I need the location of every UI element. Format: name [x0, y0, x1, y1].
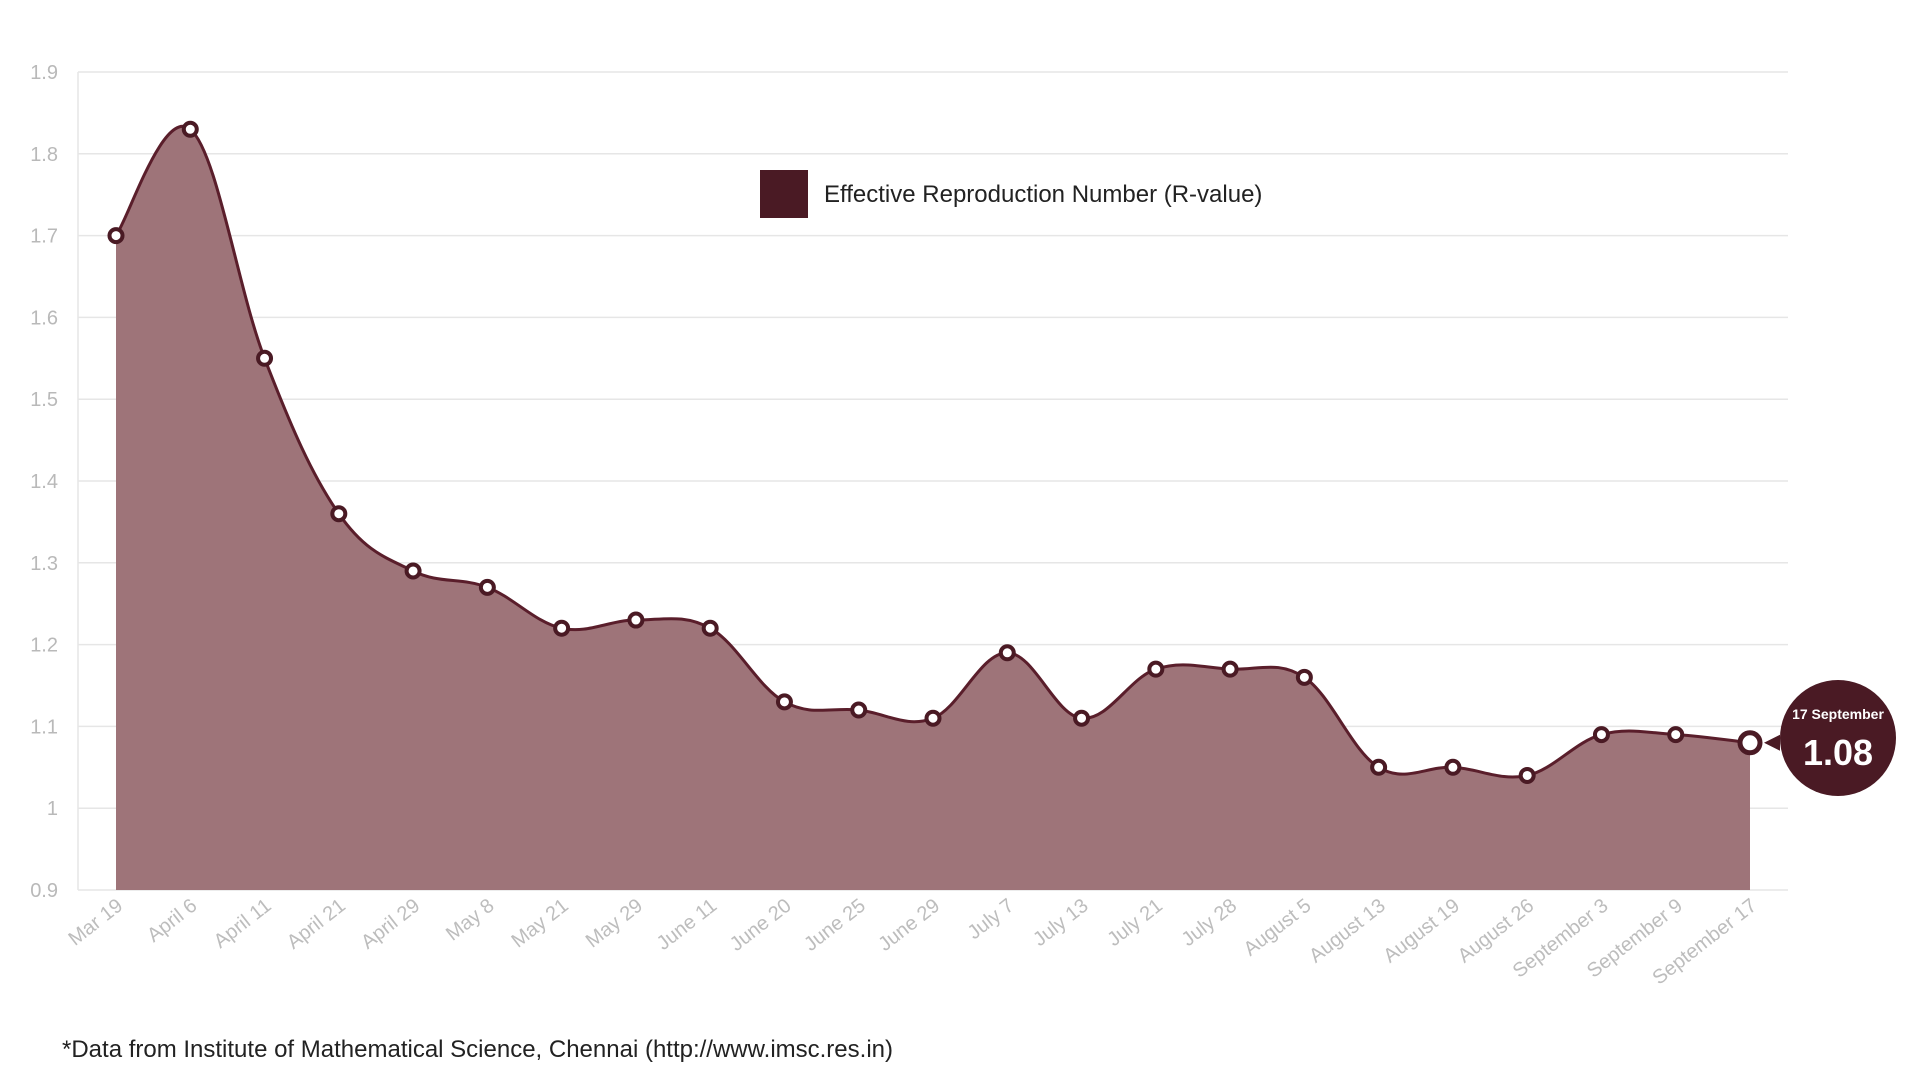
callout-bubble	[1780, 680, 1896, 796]
x-tick-label: April 11	[210, 895, 276, 953]
x-tick-label: June 29	[874, 895, 944, 956]
callout-pointer	[1764, 734, 1780, 751]
y-tick-label: 0.9	[30, 880, 58, 902]
data-point	[775, 693, 793, 711]
x-tick-label: July 28	[1178, 895, 1241, 951]
data-point	[1518, 766, 1536, 784]
x-tick-label: April 21	[283, 895, 350, 954]
y-tick-label: 1.6	[30, 307, 58, 329]
data-point	[1667, 726, 1685, 744]
data-point	[553, 619, 571, 637]
y-tick-label: 1.4	[30, 471, 58, 493]
x-tick-label: May 8	[442, 895, 498, 946]
callout-date: 17 September	[1792, 706, 1884, 722]
data-points	[107, 120, 1763, 784]
x-tick-label: April 6	[143, 895, 201, 947]
data-point	[404, 562, 422, 580]
x-tick-label: May 21	[507, 895, 572, 953]
x-tick-label: July 7	[964, 895, 1019, 945]
legend: Effective Reproduction Number (R-value)	[760, 170, 1262, 218]
data-point	[478, 578, 496, 596]
y-tick-label: 1.2	[30, 635, 58, 657]
data-point	[998, 644, 1016, 662]
y-tick-label: 1.5	[30, 389, 58, 411]
x-tick-label: May 29	[582, 895, 647, 953]
legend-label: Effective Reproduction Number (R-value)	[824, 181, 1262, 208]
callout-value: 1.08	[1803, 732, 1873, 773]
data-point	[330, 505, 348, 523]
y-tick-label: 1.9	[30, 62, 58, 84]
y-tick-label: 1.3	[30, 553, 58, 575]
x-tick-label: August 13	[1305, 895, 1390, 968]
data-point	[1295, 668, 1313, 686]
data-point	[850, 701, 868, 719]
data-point	[256, 349, 274, 367]
x-tick-label: July 13	[1029, 895, 1092, 951]
y-tick-label: 1	[47, 798, 58, 820]
data-point	[701, 619, 719, 637]
y-axis: 0.9 1 1.1 1.2 1.3 1.4 1.5 1.6 1.7 1.8 1.9	[30, 62, 58, 902]
data-point	[627, 611, 645, 629]
data-point	[1592, 726, 1610, 744]
x-tick-label: August 19	[1379, 895, 1464, 968]
data-point	[924, 709, 942, 727]
x-tick-label: June 20	[726, 895, 796, 956]
x-tick-label: June 25	[800, 895, 870, 956]
x-axis: Mar 19 April 6 April 11 April 21 April 29 May…	[64, 895, 1761, 990]
x-tick-label: April 29	[357, 895, 424, 954]
y-tick-label: 1.7	[30, 226, 58, 248]
data-point	[1444, 758, 1462, 776]
x-tick-label: July 21	[1103, 895, 1166, 951]
x-tick-label: June 11	[653, 895, 721, 955]
y-tick-label: 1.8	[30, 144, 58, 166]
data-point	[1221, 660, 1239, 678]
x-tick-label: Mar 19	[64, 895, 127, 951]
y-tick-label: 1.1	[30, 716, 58, 738]
area-layer	[114, 124, 1751, 890]
data-point	[1147, 660, 1165, 678]
data-point	[107, 227, 125, 245]
data-point	[181, 120, 199, 138]
data-point	[1370, 758, 1388, 776]
data-point	[1073, 709, 1091, 727]
legend-swatch	[760, 170, 808, 218]
source-footnote: *Data from Institute of Mathematical Sci…	[62, 1036, 893, 1063]
latest-value-callout: 17 September 1.08	[1764, 680, 1896, 796]
area-fill	[116, 126, 1750, 890]
x-tick-label: August 5	[1240, 895, 1316, 961]
data-point	[1737, 730, 1763, 756]
